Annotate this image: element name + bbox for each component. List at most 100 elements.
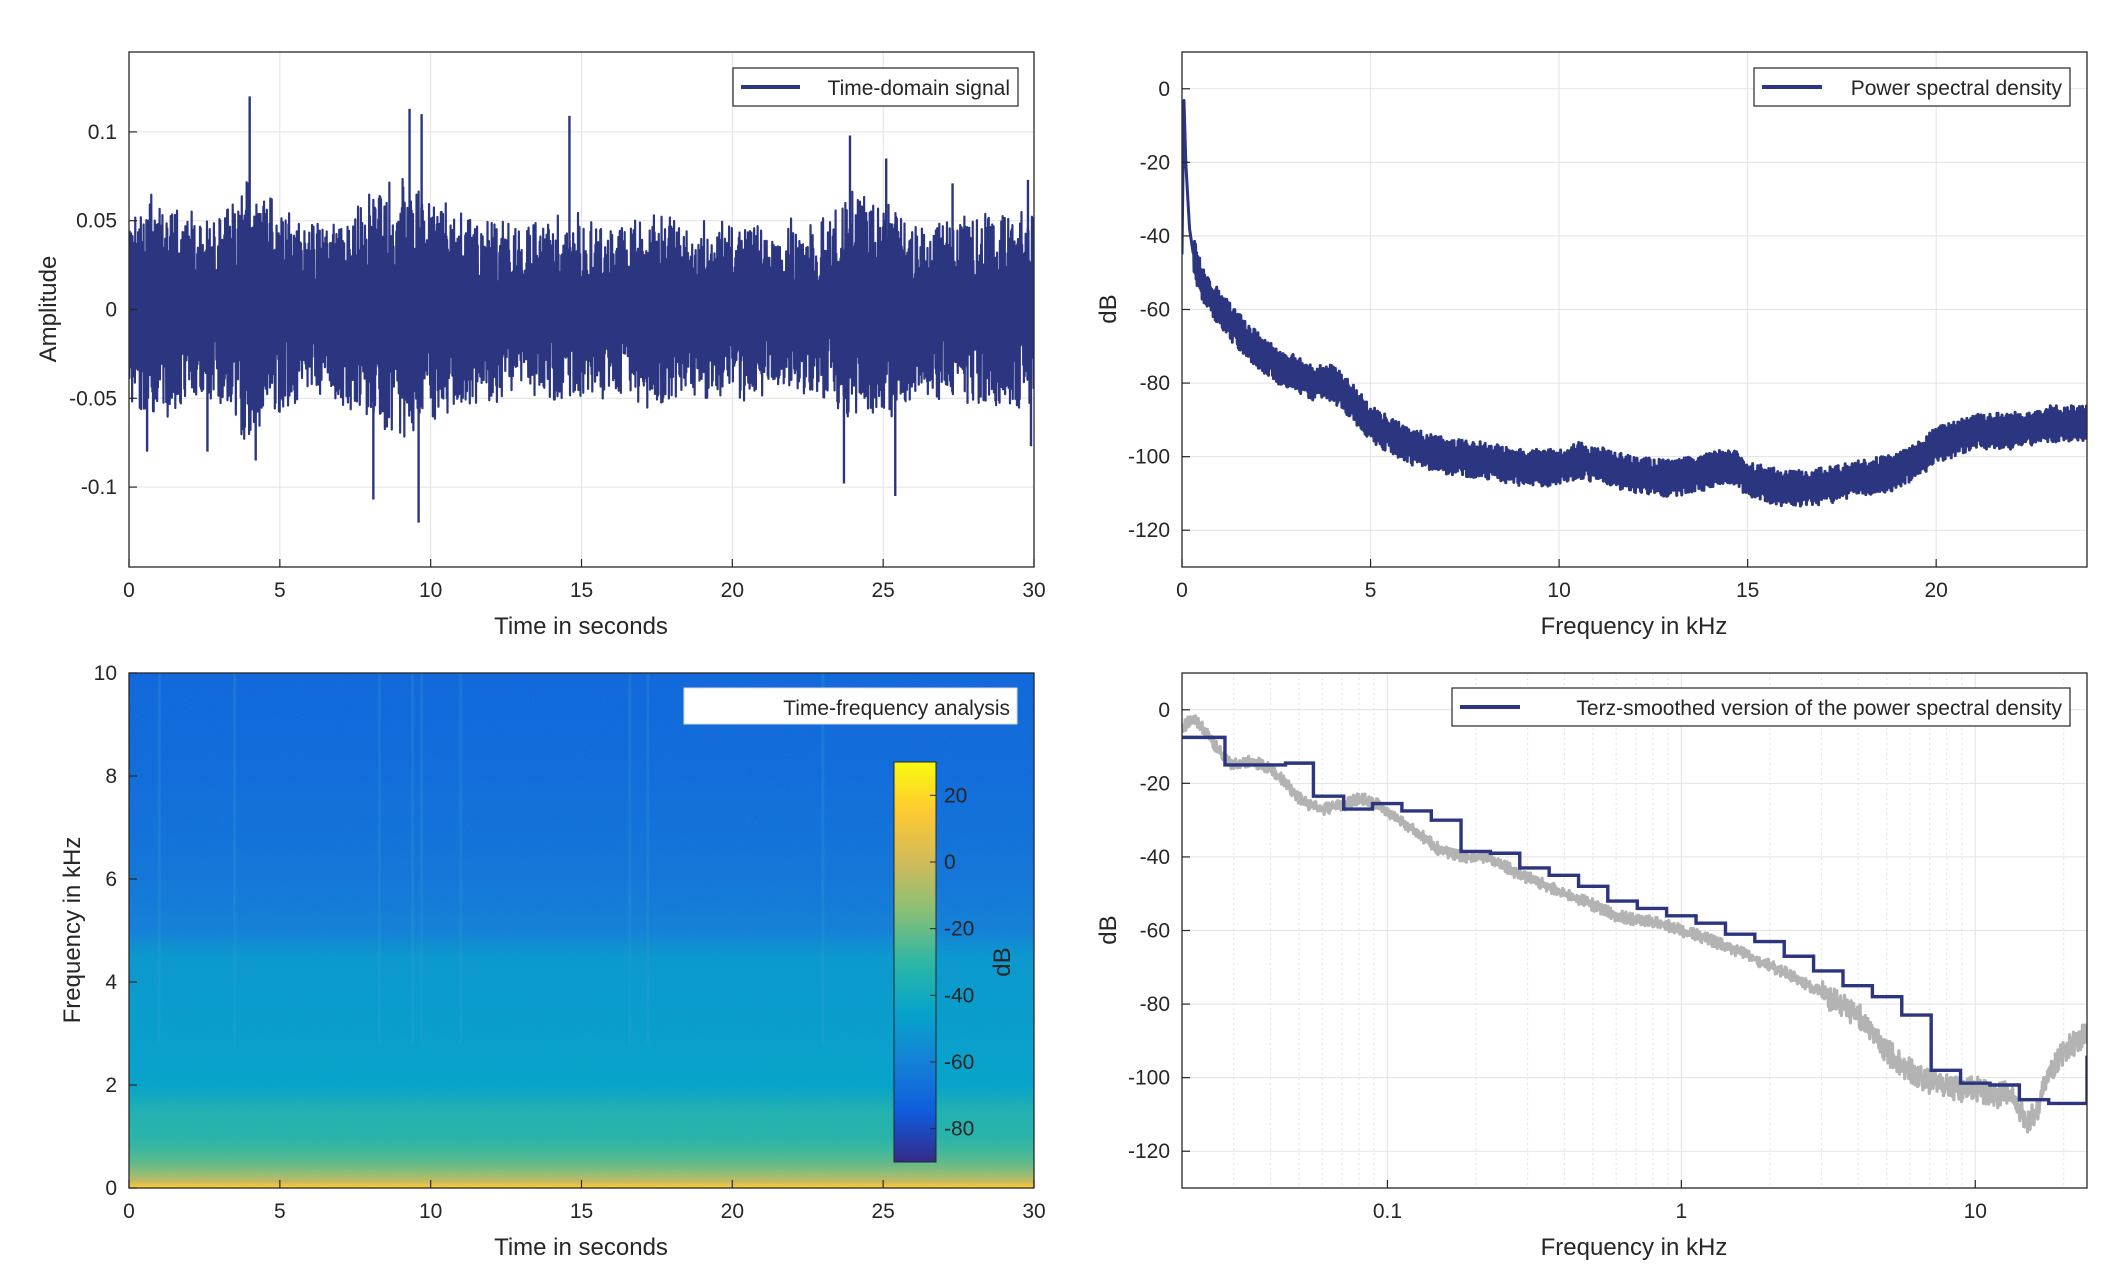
ticks: 0 5 10 15 20 25 30 0 2 4 6 8 10: [94, 662, 1046, 1223]
x-tick-label: 30: [1022, 579, 1045, 602]
colorbar-gradient: [893, 761, 937, 1163]
terz-chart: 0.1 1 10 0 -20 -40 -60 -80 -100 -120 Frequency in…: [1095, 672, 2088, 1261]
legend: Time-frequency analysis: [683, 687, 1018, 725]
colorbar-tick-label: 20: [944, 784, 967, 807]
y-axis-label: dB: [1095, 294, 1122, 323]
colorbar-tick-label: -40: [944, 984, 974, 1007]
x-tick-label: 25: [871, 579, 894, 602]
y-tick-label: -100: [1128, 446, 1170, 469]
legend: Terz-smoothed version of the power spect…: [1451, 687, 2071, 727]
heatmap-streak: [377, 673, 381, 1044]
heatmap-streak: [646, 673, 650, 1044]
x-tick-label: 5: [1365, 579, 1377, 602]
x-tick-label: 25: [871, 1200, 894, 1223]
legend-label: Power spectral density: [1851, 77, 2063, 100]
colorbar-tick-label: 0: [944, 851, 956, 874]
x-tick-label: 20: [1924, 579, 1947, 602]
x-tick-label: 5: [274, 1200, 286, 1223]
ticks: 0.1 1 10 0 -20 -40 -60 -80 -100 -120: [1128, 699, 1987, 1223]
series-group: [1182, 714, 2087, 1134]
x-tick-label: 10: [1547, 579, 1570, 602]
ticks: 0 5 10 15 20 25 30 -0.1 -0.05 0 0.05 0.1: [69, 121, 1046, 602]
x-axis-label: Time in seconds: [494, 613, 668, 640]
x-tick-label: 15: [570, 1200, 593, 1223]
y-tick-label: -20: [1140, 772, 1170, 795]
y-tick-label: -40: [1140, 846, 1170, 869]
legend-label: Time-domain signal: [828, 77, 1010, 100]
y-tick-label: -20: [1140, 151, 1170, 174]
colorbar: 20 0 -20 -40 -60 -80 dB: [893, 761, 1016, 1163]
x-tick-label: 1: [1675, 1200, 1687, 1223]
y-tick-label: 8: [105, 765, 117, 788]
colorbar-tick-label: -60: [944, 1051, 974, 1074]
colorbar-tick-label: -20: [944, 918, 974, 941]
x-tick-label: 15: [570, 579, 593, 602]
colorbar-label: dB: [989, 947, 1016, 976]
heatmap-streak: [821, 673, 825, 1044]
x-tick-label: 0: [123, 1200, 135, 1223]
y-tick-label: 0: [1158, 78, 1170, 101]
y-tick-label: -100: [1128, 1067, 1170, 1090]
y-tick-label: 0: [1158, 699, 1170, 722]
x-tick-label: 20: [721, 579, 744, 602]
y-axis-label: dB: [1095, 915, 1122, 944]
x-tick-label: 10: [1964, 1200, 1987, 1223]
y-tick-label: 2: [105, 1074, 117, 1097]
heatmap-streak: [233, 673, 237, 1044]
x-tick-label: 30: [1022, 1200, 1045, 1223]
legend-label: Time-frequency analysis: [783, 697, 1010, 720]
x-tick-label: 20: [721, 1200, 744, 1223]
y-tick-label: 0.05: [76, 210, 117, 233]
y-tick-label: -80: [1140, 372, 1170, 395]
signal-line: [129, 177, 1034, 440]
series-group: [1182, 99, 2087, 508]
y-tick-label: -60: [1140, 299, 1170, 322]
y-tick-label: -0.05: [69, 387, 117, 410]
x-tick-label: 15: [1736, 579, 1759, 602]
grid: [1182, 673, 2087, 1188]
x-tick-label: 0: [123, 579, 135, 602]
series-group: [129, 96, 1034, 523]
y-tick-label: 0: [105, 299, 117, 322]
time-domain-chart: 0 5 10 15 20 25 30 -0.1 -0.05 0 0.05 0.1 Time in se…: [35, 51, 1046, 640]
y-tick-label: -80: [1140, 993, 1170, 1016]
x-tick-label: 0: [1176, 579, 1188, 602]
y-axis-label: Frequency in kHz: [59, 837, 86, 1024]
heatmap-streak: [459, 673, 463, 1044]
legend: Power spectral density: [1753, 67, 2071, 107]
x-tick-label: 0.1: [1373, 1200, 1402, 1223]
colorbar-ticks: 20 0 -20 -40 -60 -80: [930, 784, 974, 1141]
y-tick-label: 4: [105, 971, 117, 994]
heatmap-streak: [157, 673, 161, 1044]
legend-label: Terz-smoothed version of the power spect…: [1576, 697, 2062, 720]
x-tick-label: 10: [419, 579, 442, 602]
heatmap-streak: [411, 673, 415, 1044]
y-tick-label: 0: [105, 1177, 117, 1200]
y-tick-label: -120: [1128, 1140, 1170, 1163]
y-tick-label: -120: [1128, 519, 1170, 542]
legend-box: [683, 687, 1018, 725]
x-axis-label: Time in seconds: [494, 1234, 668, 1261]
x-tick-label: 10: [419, 1200, 442, 1223]
heatmap-streaks: [157, 673, 825, 1044]
ticks: 0 5 10 15 20 0 -20 -40 -60 -80 -100 -120: [1128, 78, 1948, 602]
x-axis-label: Frequency in kHz: [1541, 613, 1728, 640]
spectrogram-chart: 0 5 10 15 20 25 30 0 2 4 6 8 10 Time in seconds Freq…: [59, 662, 1046, 1261]
heatmap-group: [129, 673, 1034, 1188]
y-axis-label: Amplitude: [35, 256, 62, 363]
legend: Time-domain signal: [732, 67, 1019, 107]
y-tick-label: 10: [94, 662, 117, 685]
psd-chart: 0 5 10 15 20 0 -20 -40 -60 -80 -100 -120 Frequency …: [1095, 51, 2088, 640]
psd-line: [1182, 99, 2087, 508]
heatmap-texture: [129, 673, 1034, 1188]
x-axis-label: Frequency in kHz: [1541, 1234, 1728, 1261]
colorbar-tick-label: -80: [944, 1118, 974, 1141]
heatmap-streak: [628, 673, 632, 1044]
heatmap-streak: [420, 673, 424, 1044]
y-tick-label: -60: [1140, 920, 1170, 943]
raw-psd-line: [1182, 714, 2087, 1134]
terz-smoothed-line: [1182, 735, 2087, 1106]
y-tick-label: 6: [105, 868, 117, 891]
y-tick-label: -40: [1140, 225, 1170, 248]
